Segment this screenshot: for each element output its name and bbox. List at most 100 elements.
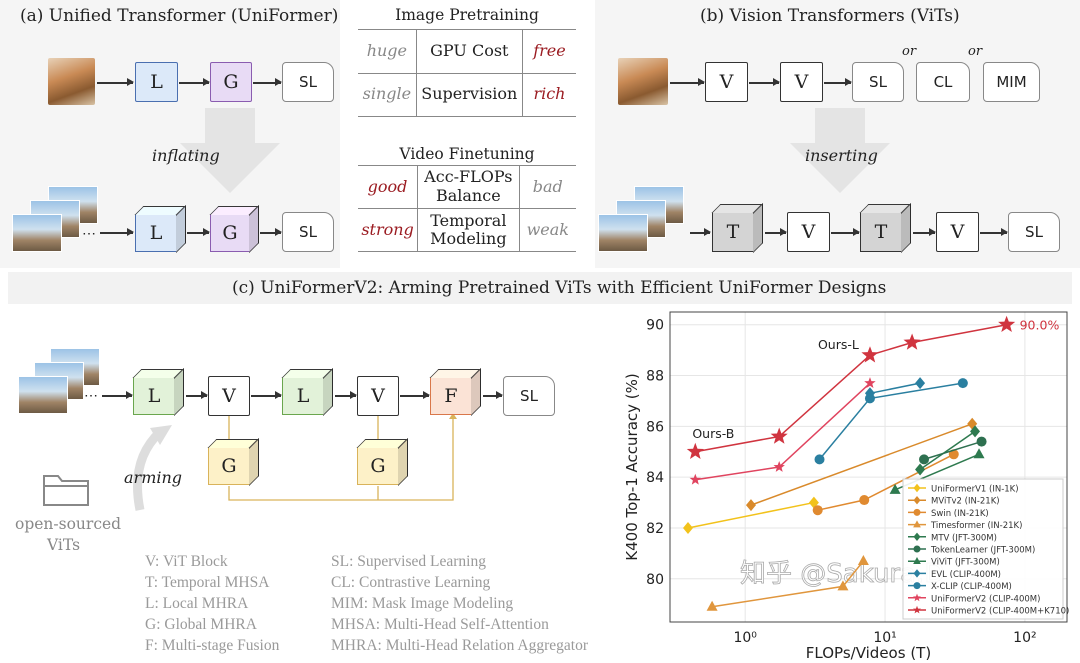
y-tick-label: 80 [646, 572, 664, 588]
data-point [689, 473, 701, 485]
data-point [976, 436, 987, 447]
legend-item: MHSA: Multi-Head Self-Attention [331, 616, 549, 633]
legend-label: Timesformer (IN-21K) [930, 521, 1022, 531]
block-vit: V [936, 212, 979, 252]
arrow [913, 229, 936, 235]
series-line [750, 423, 973, 506]
arrow [102, 392, 133, 398]
data-point [745, 499, 756, 512]
block-contrastive-learning: CL [916, 62, 970, 102]
legend-item: MHRA: Multi-Head Relation Aggregator [331, 637, 588, 654]
plot-frame [669, 311, 1068, 623]
legend-item: L: Local MHRA [145, 595, 249, 612]
arrow [179, 79, 210, 85]
cell: huge [358, 30, 417, 74]
arming-label: arming [124, 468, 183, 487]
block-vit: V [787, 212, 830, 252]
legend-marker [913, 545, 921, 553]
input-image [618, 58, 668, 105]
arrow [690, 229, 711, 235]
data-point [970, 425, 981, 438]
open-sourced-label: open-sourced [15, 515, 122, 533]
cell: good [358, 165, 418, 209]
cube-global: G [208, 447, 250, 485]
data-point [682, 521, 693, 534]
data-point [686, 442, 704, 459]
table-row: good Acc-FLOPs Balance bad [358, 165, 576, 209]
cube-local: L [282, 377, 324, 415]
abbreviation-legend-left: V: ViT Block T: Temporal MHSA L: Local M… [145, 551, 279, 656]
block-global: G [210, 62, 252, 102]
x-axis-label: FLOPs/Videos (T) [806, 644, 931, 662]
block-supervised-learning: SL [282, 212, 334, 252]
panel-b-title: (b) Vision Transformers (ViTs) [700, 6, 960, 26]
cube-fusion: F [430, 377, 472, 415]
block-vit: V [208, 376, 250, 416]
legend-label: MTV (JFT-300M) [931, 533, 997, 543]
cell: bad [519, 165, 576, 209]
arrow [749, 79, 780, 85]
series-line [919, 430, 976, 471]
arrow [400, 392, 430, 398]
ellipsis: ⋯ [82, 226, 96, 242]
table-row: strong Temporal Modeling weak [358, 208, 576, 252]
annotation-ours-b: Ours-B [692, 426, 734, 441]
data-point [915, 463, 926, 476]
arrow [186, 392, 208, 398]
arrow [765, 229, 787, 235]
data-point [706, 600, 718, 611]
data-point [973, 448, 985, 459]
connection-lines [133, 413, 457, 511]
arrow [980, 229, 1008, 235]
cube-global: G [357, 447, 399, 485]
block-mask-image-modeling: MIM [983, 62, 1040, 102]
y-axis-label: K400 Top-1 Accuracy (%) [623, 373, 641, 560]
data-point [814, 454, 825, 465]
comparison-table: Image Pretraining huge GPU Cost free singl… [358, 0, 576, 252]
annotation-best: 90.0% [1020, 318, 1060, 333]
block-supervised-learning: SL [1008, 212, 1060, 252]
data-point [967, 417, 978, 430]
legend-marker [913, 557, 921, 564]
data-point [864, 393, 875, 404]
data-point [889, 483, 901, 494]
down-arrow-icon [790, 108, 890, 193]
legend-marker [913, 593, 921, 602]
x-tick-label: 10¹ [873, 630, 896, 646]
table-row: single Supervision rich [358, 73, 576, 117]
block-supervised-learning: SL [503, 376, 555, 416]
video-frame [12, 214, 62, 252]
legend-label: TokenLearner (JFT-300M) [930, 546, 1035, 556]
legend-item: SL: Supervised Learning [331, 553, 486, 570]
cube-local: L [135, 214, 177, 252]
legend-label: UniFormerV2 (CLIP-400M+K710) [931, 607, 1069, 617]
down-arrow-icon [180, 108, 280, 193]
input-image [48, 58, 95, 105]
legend-item: MIM: Mask Image Modeling [331, 595, 514, 612]
legend-marker [913, 508, 921, 516]
data-point [957, 378, 968, 389]
x-tick-label: 10² [1013, 630, 1036, 646]
x-tick-label: 10⁰ [733, 630, 757, 646]
cell: rich [522, 73, 576, 117]
data-point [864, 377, 876, 388]
cell: Temporal Modeling [417, 208, 520, 252]
series-line [923, 440, 982, 461]
or-label: or [902, 44, 917, 59]
image-pretraining-heading: Image Pretraining [358, 0, 576, 30]
data-point [915, 377, 926, 390]
legend-marker [913, 483, 921, 493]
or-label: or [968, 44, 983, 59]
arrow [187, 229, 210, 235]
data-point [837, 580, 849, 591]
block-vit: V [780, 62, 823, 102]
block-vit: V [357, 376, 399, 416]
abbreviation-legend-right: SL: Supervised Learning CL: Contrastive … [331, 551, 588, 656]
data-point [812, 505, 823, 516]
arrow [483, 392, 503, 398]
data-point [919, 454, 930, 465]
panel-a-title: (a) Unified Transformer (UniFormer) [20, 6, 339, 26]
legend-label: UniFormerV1 (IN-1K) [931, 485, 1019, 495]
folder-icon [43, 475, 89, 506]
legend-label: EVL (CLIP-400M) [931, 570, 1001, 580]
